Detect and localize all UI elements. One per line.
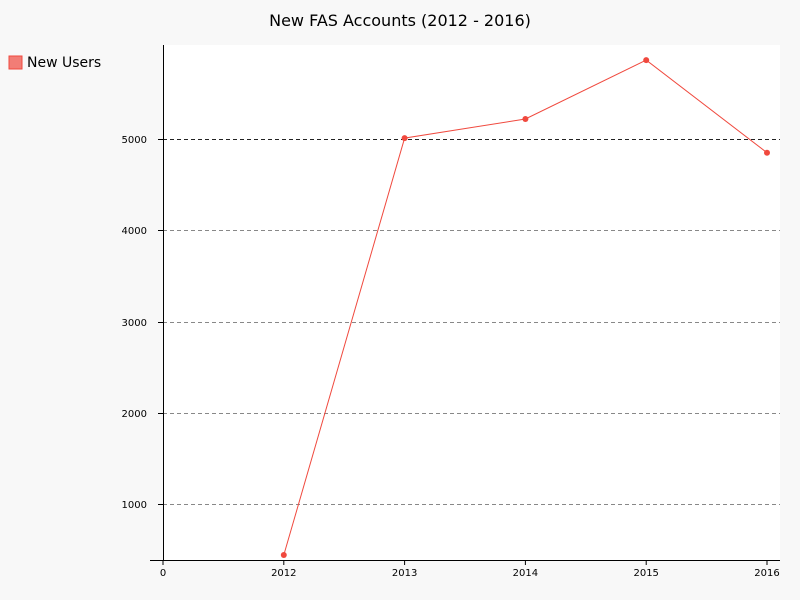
- x-tick-label-2013: 2013: [392, 568, 417, 579]
- data-point-2014[interactable]: [522, 116, 529, 122]
- series-new-users: [280, 57, 770, 558]
- axes: [150, 45, 780, 561]
- y-tick-label-5000: 5000: [122, 135, 147, 146]
- y-tick-label-1000: 1000: [122, 500, 147, 511]
- legend-swatch-new-users: [8, 55, 23, 70]
- gridlines: [158, 139, 780, 505]
- y-tick-label-3000: 3000: [122, 318, 147, 329]
- x-tick-label-2016: 2016: [754, 568, 779, 579]
- y-tick-label-4000: 4000: [122, 226, 147, 237]
- legend-label-new-users: New Users: [27, 55, 101, 71]
- data-point-2016[interactable]: [764, 149, 770, 156]
- data-point-2012[interactable]: [280, 552, 287, 558]
- chart-title: New FAS Accounts (2012 - 2016): [269, 11, 531, 30]
- x-tick-label-2012: 2012: [271, 568, 296, 579]
- x-tick-label-0: 0: [160, 568, 166, 579]
- x-tick-labels: 0 2012 2013 2014 2015 2016: [160, 560, 780, 579]
- x-tick-label-2015: 2015: [633, 568, 658, 579]
- x-tick-label-2014: 2014: [513, 568, 538, 579]
- y-tick-label-2000: 2000: [122, 409, 147, 420]
- data-point-2013[interactable]: [401, 135, 408, 142]
- data-point-2015[interactable]: [643, 57, 650, 64]
- y-tick-labels: 1000 2000 3000 4000 5000: [122, 135, 147, 511]
- plot-area: [163, 45, 780, 560]
- legend: New Users: [8, 55, 101, 71]
